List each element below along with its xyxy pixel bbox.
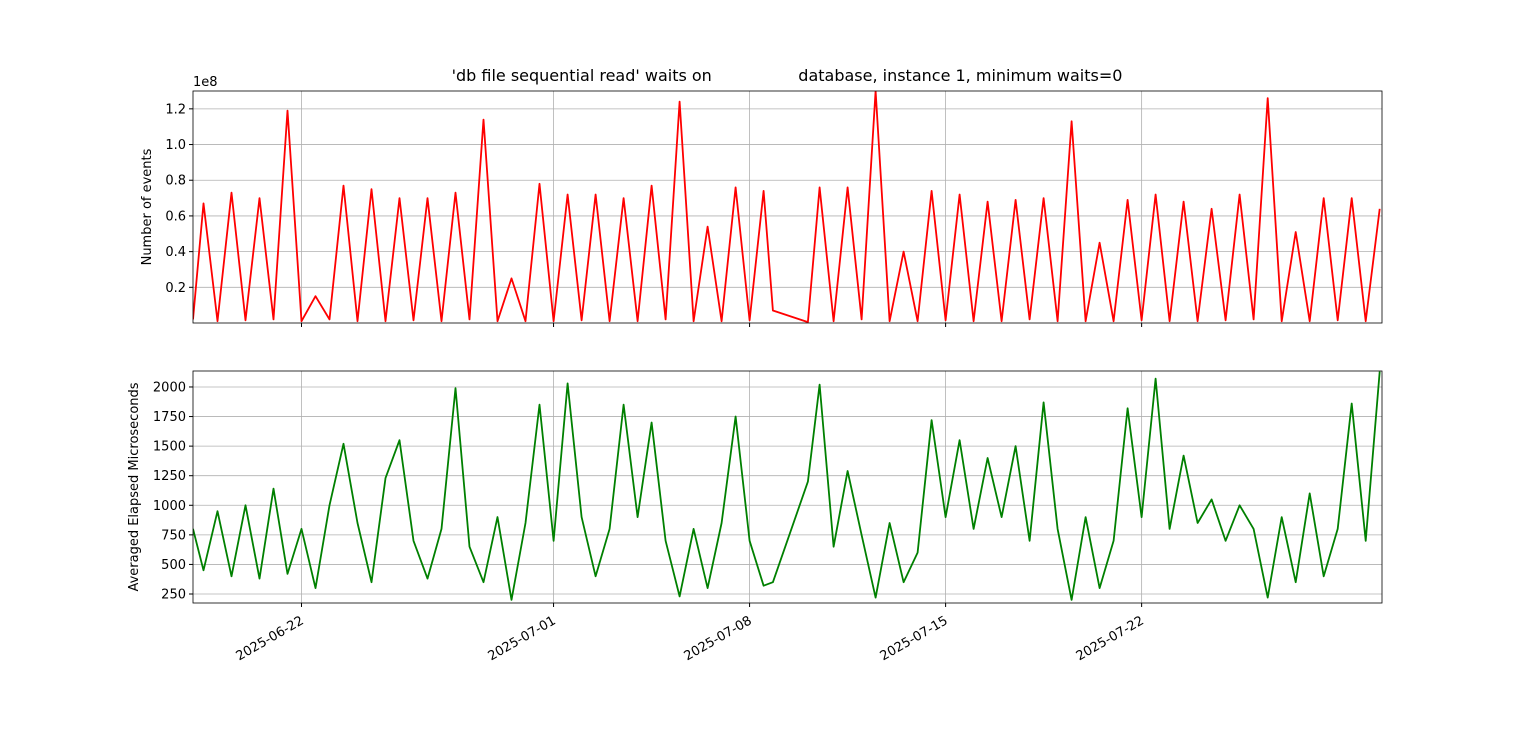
y-tick-label: 0.2 xyxy=(165,281,186,296)
plot-frame xyxy=(192,90,1383,324)
data-line xyxy=(193,371,1381,601)
y-tick-label: 750 xyxy=(161,528,186,543)
y-tick-label: 1500 xyxy=(153,440,186,455)
y-tick-label: 0.4 xyxy=(165,245,186,260)
y-tick-label: 1.0 xyxy=(165,138,186,153)
x-tick-label: 2025-06-22 xyxy=(234,613,307,664)
x-tick-label: 2025-07-15 xyxy=(878,613,951,664)
y-tick-label: 0.8 xyxy=(165,174,186,189)
y-tick-label: 1750 xyxy=(153,410,186,425)
y-tick-label: 0.6 xyxy=(165,209,186,224)
y-offset-label: 1e8 xyxy=(193,75,218,90)
y-tick-label: 250 xyxy=(161,588,186,603)
x-tick-label: 2025-07-01 xyxy=(486,613,559,664)
y-tick-label: 1250 xyxy=(153,469,186,484)
plot-frame xyxy=(192,370,1383,604)
y-axis-label: Averaged Elapsed Microseconds xyxy=(127,382,142,591)
data-line xyxy=(193,91,1381,323)
y-tick-label: 2000 xyxy=(153,380,186,395)
y-tick-label: 500 xyxy=(161,558,186,573)
x-tick-label: 2025-07-08 xyxy=(682,613,755,664)
y-axis-label: Number of events xyxy=(140,148,155,265)
y-tick-label: 1.2 xyxy=(165,102,186,117)
chart-title: 'db file sequential read' waits on datab… xyxy=(452,66,1123,85)
x-tick-label: 2025-07-22 xyxy=(1074,613,1147,664)
y-tick-label: 1000 xyxy=(153,499,186,514)
